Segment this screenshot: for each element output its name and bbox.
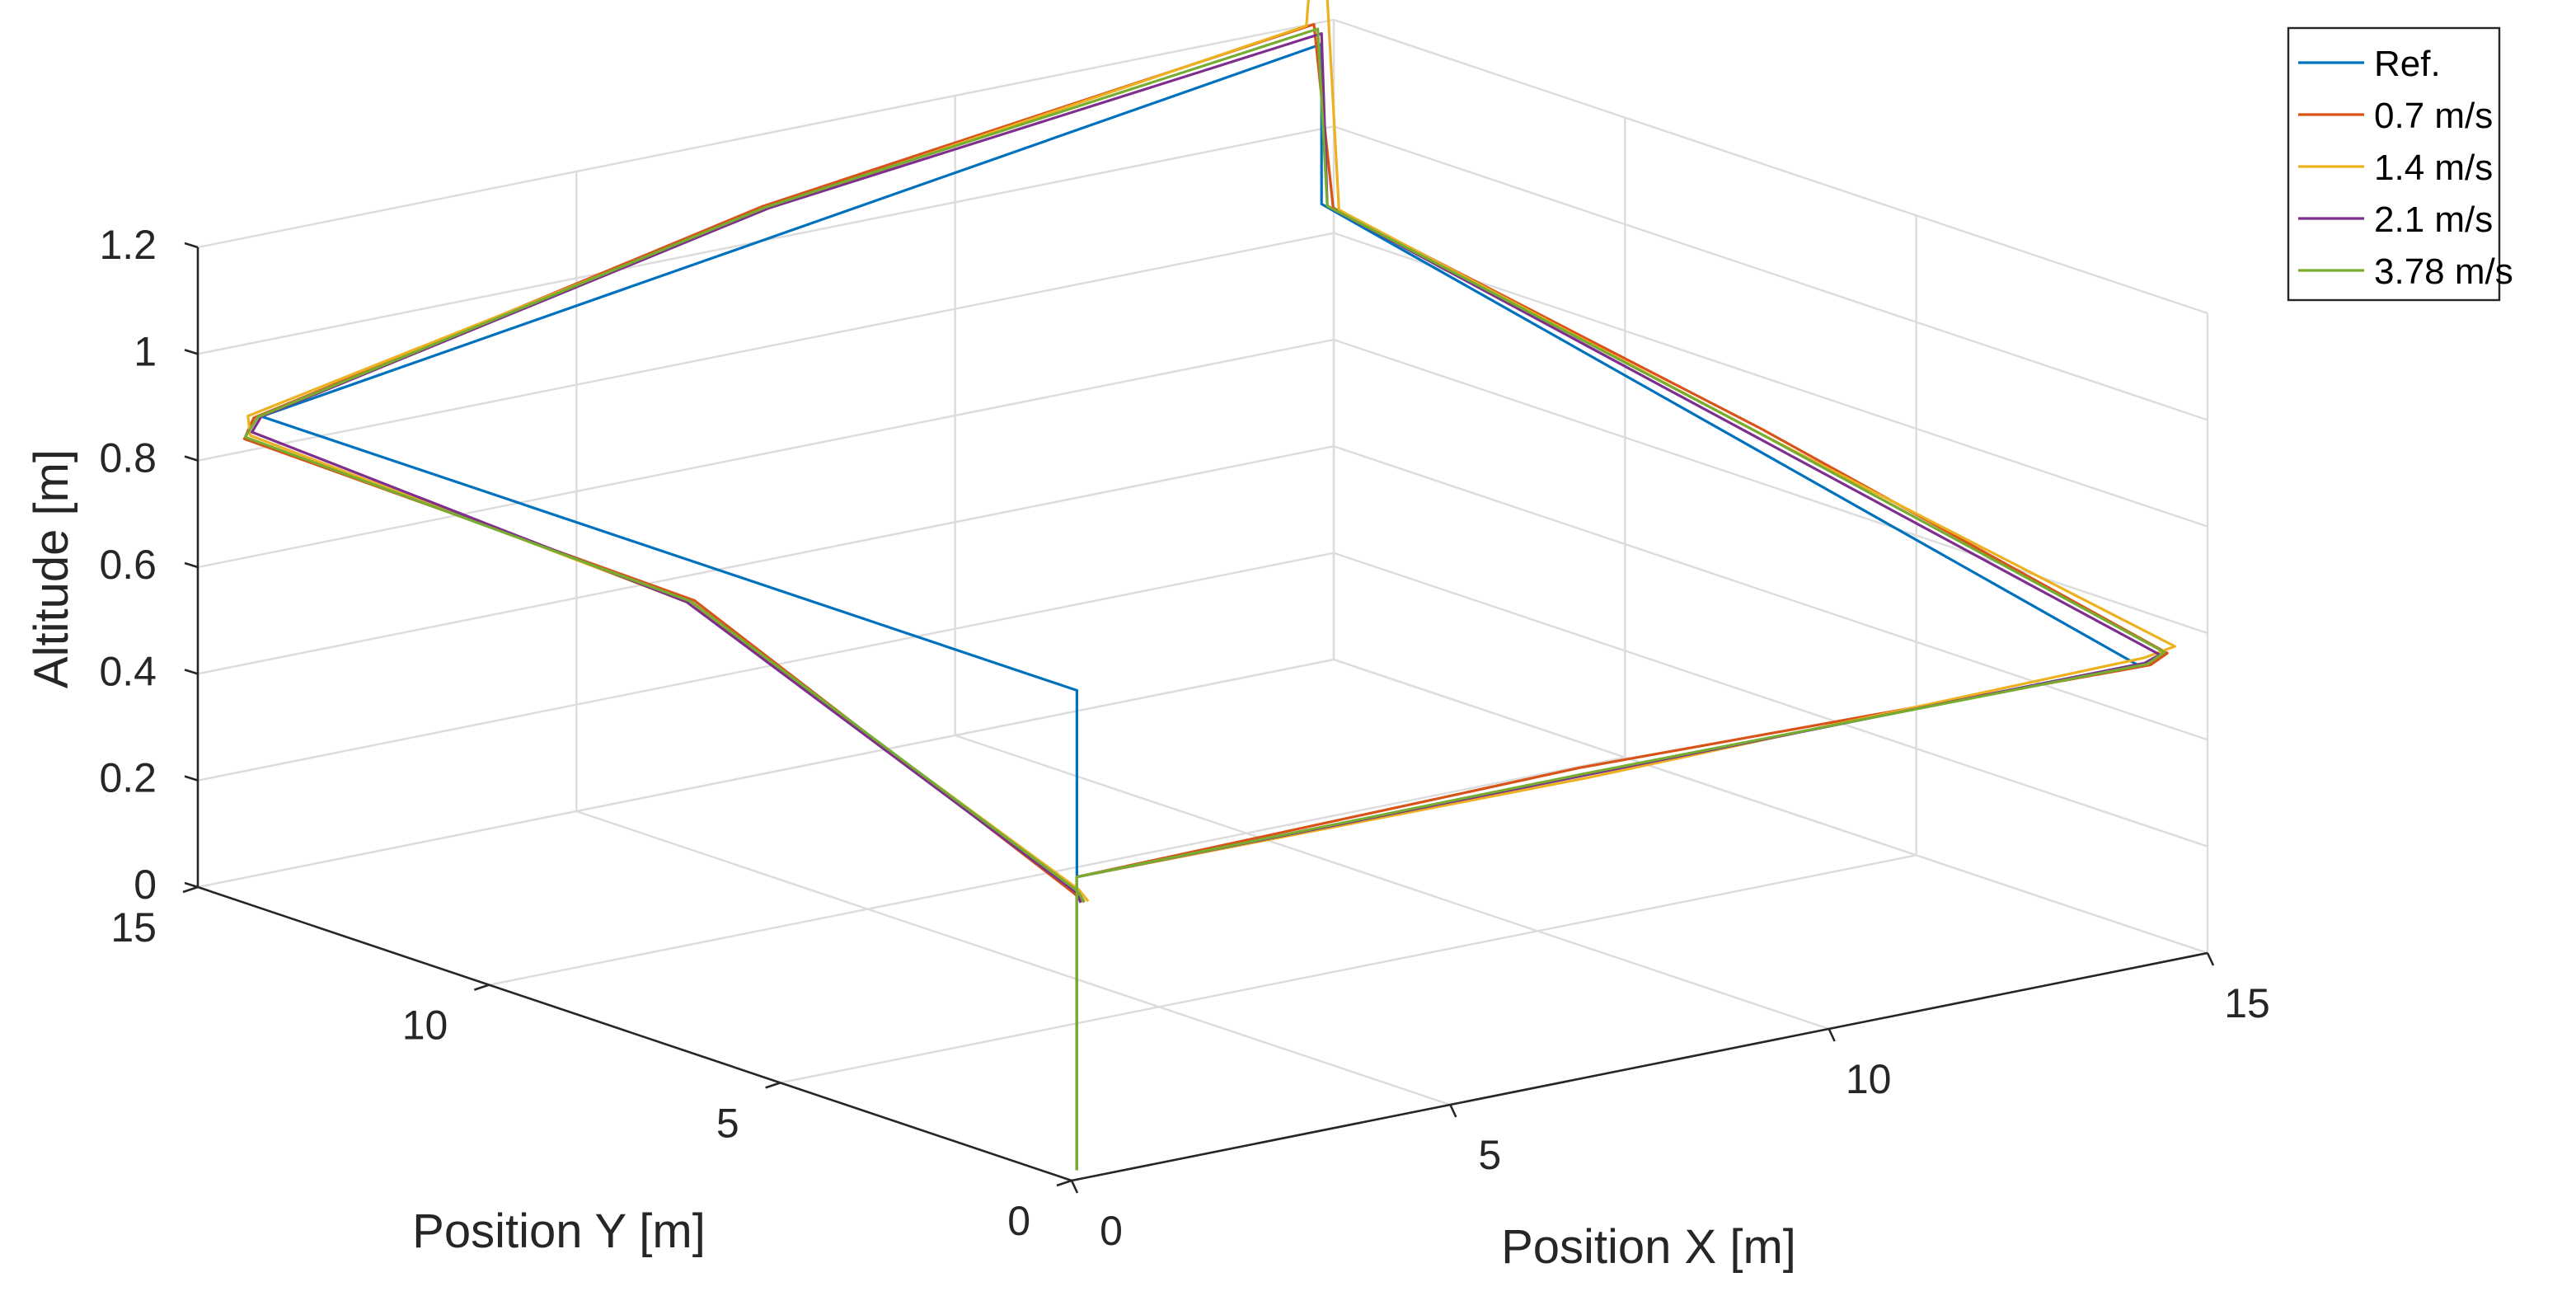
grid-line-backwall-z bbox=[197, 552, 1335, 782]
grid-line-backwall-z bbox=[197, 658, 1335, 889]
x-axis-line bbox=[1071, 951, 2208, 1182]
z-tick-label: 1.2 bbox=[99, 222, 157, 268]
x-tick-label: 10 bbox=[1846, 1056, 1892, 1102]
grid-line-backwall-z bbox=[197, 232, 1335, 462]
grid-line-sidewall-z bbox=[1333, 125, 2208, 421]
grid-line-backwall-z bbox=[197, 18, 1335, 249]
z-tick-label: 0.4 bbox=[99, 648, 157, 694]
y-tick-label: 15 bbox=[110, 904, 157, 951]
z-tick-label: 0 bbox=[134, 862, 157, 908]
y-tick-mark bbox=[473, 984, 490, 991]
z-tick-label: 0.2 bbox=[99, 755, 157, 801]
grid-line-backwall-z bbox=[197, 338, 1335, 569]
grid-line-floor-x bbox=[575, 810, 1451, 1106]
grid-line-sidewall-z bbox=[1333, 658, 2208, 955]
z-tick-label: 0.8 bbox=[99, 435, 157, 481]
x-tick-mark bbox=[2206, 952, 2215, 966]
x-tick-mark bbox=[1070, 1180, 1079, 1194]
series-line-ref- bbox=[260, 42, 2139, 1171]
z-tick-mark bbox=[184, 561, 199, 569]
z-tick-mark bbox=[184, 775, 199, 782]
legend-label: Ref. bbox=[2374, 44, 2441, 84]
z-tick-mark bbox=[184, 242, 199, 249]
grid-line-floor-y bbox=[489, 756, 1626, 986]
legend-label: 3.78 m/s bbox=[2374, 251, 2513, 292]
y-tick-mark bbox=[182, 885, 199, 894]
grid-line-floor-y bbox=[780, 854, 1917, 1084]
x-tick-label: 15 bbox=[2224, 980, 2270, 1026]
z-tick-mark bbox=[184, 881, 199, 889]
z-tick-mark bbox=[184, 669, 199, 675]
legend-box bbox=[2287, 26, 2501, 302]
z-tick-label: 1 bbox=[134, 328, 157, 374]
grid-line-sidewall-z bbox=[1333, 18, 2208, 315]
plot-lines bbox=[242, 0, 2176, 1171]
y-axis-label: Position Y [m] bbox=[412, 1204, 706, 1258]
y-tick-label: 0 bbox=[1007, 1198, 1030, 1244]
x-tick-label: 5 bbox=[1478, 1132, 1501, 1178]
grid-line-backwall-z bbox=[197, 445, 1335, 675]
grid-line-sidewall-z bbox=[1333, 552, 2208, 848]
legend: Ref. 0.7 m/s 1.4 m/s 2.1 m/s 3.78 m/s bbox=[2287, 26, 2513, 302]
grid-line-floor-x bbox=[955, 734, 1830, 1031]
x-axis-label: Position X [m] bbox=[1501, 1220, 1796, 1274]
y-tick-mark bbox=[765, 1082, 781, 1089]
legend-label: 1.4 m/s bbox=[2374, 148, 2493, 188]
z-tick-label: 0.6 bbox=[99, 542, 157, 588]
x-tick-mark bbox=[1828, 1028, 1836, 1042]
grid-line-sidewall-z bbox=[1333, 338, 2208, 635]
z-tick-mark bbox=[184, 349, 199, 355]
series-line-3-78-m-s bbox=[244, 27, 2166, 1171]
grid-lines bbox=[196, 18, 2209, 1182]
legend-label: 0.7 m/s bbox=[2374, 96, 2493, 136]
y-tick-mark bbox=[1056, 1179, 1072, 1187]
x-tick-mark bbox=[1449, 1104, 1457, 1118]
y-tick-label: 10 bbox=[402, 1002, 448, 1049]
z-tick-mark bbox=[184, 455, 199, 462]
x-tick-label: 0 bbox=[1100, 1208, 1123, 1254]
grid-line-sidewall-z bbox=[1333, 445, 2208, 741]
z-axis-label: Altitude [m] bbox=[25, 449, 78, 688]
axes bbox=[182, 242, 2215, 1194]
legend-label: 2.1 m/s bbox=[2374, 200, 2493, 240]
y-axis-line bbox=[197, 885, 1072, 1182]
y-tick-label: 5 bbox=[716, 1100, 739, 1146]
series-line-2-1-m-s bbox=[251, 31, 2161, 1171]
series-line-1-4-m-s bbox=[246, 0, 2176, 1171]
